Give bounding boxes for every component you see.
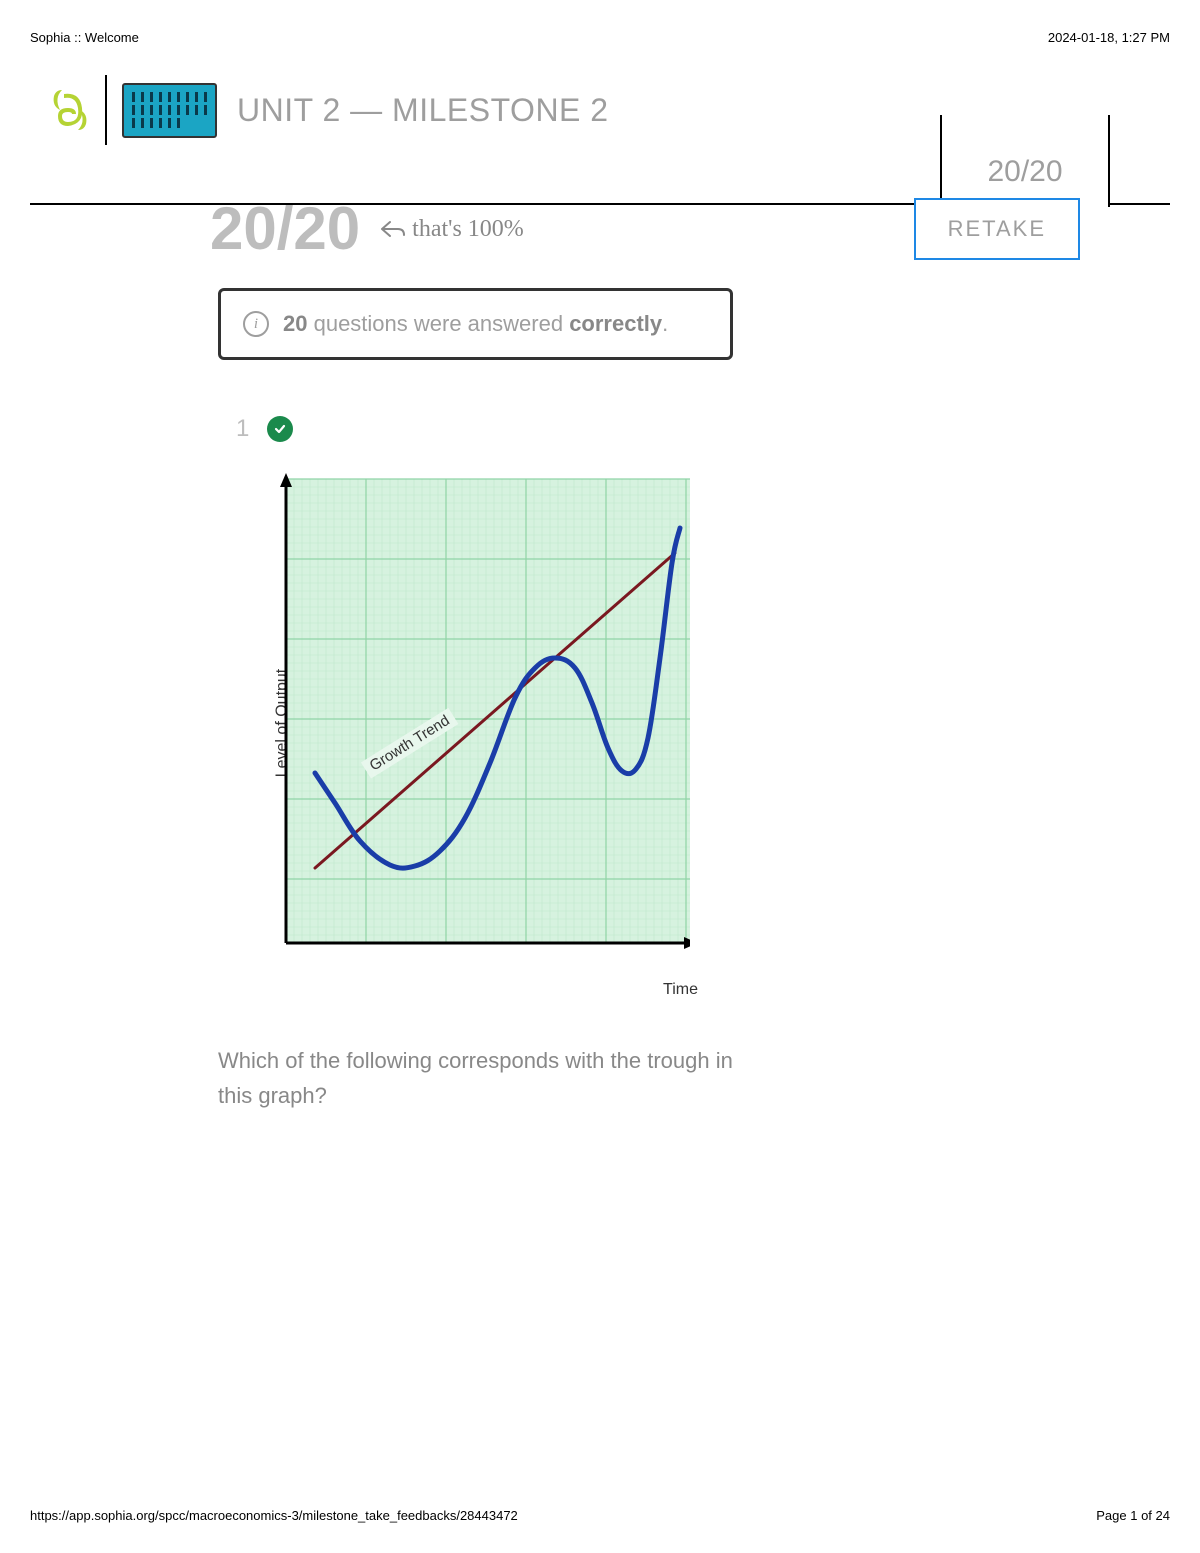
main-header: UNIT 2 — MILESTONE 2 20/20: [30, 60, 1170, 205]
info-text: 20 questions were answered correctly.: [283, 311, 668, 337]
print-page-info: Page 1 of 24: [1096, 1508, 1170, 1523]
business-cycle-chart: Level of Output Growth Trend Time: [238, 473, 698, 973]
info-icon: i: [243, 311, 269, 337]
correct-check-icon: [267, 416, 293, 442]
course-icon: [122, 83, 217, 138]
logo-section: UNIT 2 — MILESTONE 2: [50, 75, 609, 145]
question-area: 1 Level of Output Growth Trend Time Whic…: [218, 415, 738, 1113]
info-box: i 20 questions were answered correctly.: [218, 288, 733, 360]
unit-title: UNIT 2 — MILESTONE 2: [237, 92, 609, 129]
chart-plot-area: Growth Trend: [280, 473, 690, 943]
retake-button[interactable]: RETAKE: [914, 198, 1080, 260]
thats-text: that's 100%: [380, 216, 524, 243]
print-url: https://app.sophia.org/spcc/macroeconomi…: [30, 1508, 518, 1523]
print-timestamp: 2024-01-18, 1:27 PM: [1048, 30, 1170, 45]
question-number: 1: [236, 415, 249, 443]
question-text: Which of the following corresponds with …: [218, 1043, 738, 1113]
question-header: 1: [236, 415, 738, 443]
big-score: 20/20: [210, 199, 360, 259]
sophia-logo-icon: [50, 86, 90, 134]
reply-arrow-icon: [380, 218, 406, 240]
header-divider: [105, 75, 107, 145]
x-axis-label: Time: [663, 981, 698, 999]
score-row: 20/20 that's 100% RETAKE: [210, 198, 1080, 260]
print-header: Sophia :: Welcome 2024-01-18, 1:27 PM: [30, 30, 1170, 45]
score-tab-text: 20/20: [987, 155, 1062, 189]
score-tab: 20/20: [940, 115, 1110, 207]
print-footer: https://app.sophia.org/spcc/macroeconomi…: [30, 1508, 1170, 1523]
page-browser-title: Sophia :: Welcome: [30, 30, 139, 45]
